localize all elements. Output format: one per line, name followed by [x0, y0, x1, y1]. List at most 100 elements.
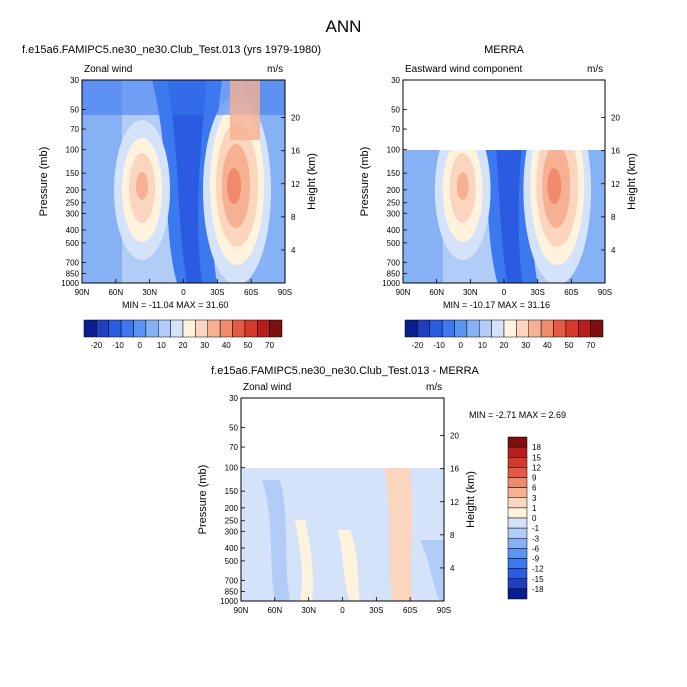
colorbar-swatch: [516, 319, 529, 338]
y2-tick-label: 4: [450, 564, 455, 573]
x-tick-label: 90S: [598, 288, 612, 297]
x-tick-label: 90N: [75, 288, 90, 297]
panel3-title: f.e15a6.FAMIPC5.ne30_ne30.Club_Test.013 …: [211, 365, 479, 377]
y-tick-label: 30: [229, 394, 238, 403]
y-tick-label: 400: [66, 226, 80, 235]
y-tick-label: 100: [225, 464, 239, 473]
panel3-stats: MIN = -2.71 MAX = 2.69: [469, 410, 567, 420]
y2-tick-label: 16: [611, 147, 620, 156]
y-tick-label: 700: [225, 576, 239, 585]
colorbar-swatch: [133, 319, 147, 338]
y-tick-label: 1000: [220, 597, 238, 606]
y-tick-label: 150: [66, 169, 80, 178]
colorbar-swatch: [441, 319, 455, 338]
y-tick-label: 300: [225, 527, 239, 536]
y-tick-label: 200: [225, 504, 239, 513]
colorbar-label: 18: [532, 443, 541, 452]
colorbar-label: -15: [532, 575, 544, 584]
y2-tick-label: 4: [611, 246, 616, 255]
colorbar-label: 40: [543, 341, 552, 350]
colorbar-label: -20: [412, 341, 424, 350]
y-tick-label: 200: [66, 186, 80, 195]
colorbar-label: -10: [433, 341, 445, 350]
colorbar-swatch: [507, 578, 528, 590]
colorbar-swatch: [507, 527, 528, 539]
colorbar-label: 0: [137, 341, 142, 350]
x-tick-label: 90N: [396, 288, 411, 297]
colorbar-swatch: [108, 319, 122, 338]
colorbar-label: -20: [91, 341, 103, 350]
colorbar-label: 30: [521, 341, 530, 350]
colorbar-swatch: [182, 319, 196, 338]
x-tick-label: 0: [181, 288, 186, 297]
y2-tick-label: 20: [450, 432, 459, 441]
y-tick-label: 400: [387, 226, 401, 235]
y-tick-label: 850: [387, 270, 401, 279]
colorbar-swatch: [540, 319, 554, 338]
colorbar-label: -12: [532, 565, 544, 574]
colorbar-swatch: [507, 477, 528, 488]
colorbar-label: 3: [532, 494, 537, 503]
colorbar-swatch: [507, 568, 528, 579]
y-tick-label: 50: [70, 106, 79, 115]
colorbar-label: -10: [112, 341, 124, 350]
y-tick-label: 850: [66, 270, 80, 279]
y-tick-label: 300: [387, 209, 401, 218]
y-tick-label: 150: [387, 169, 401, 178]
y-tick-label: 200: [387, 186, 401, 195]
colorbar-swatch: [207, 319, 221, 338]
y2-axis-title: Height (km): [465, 471, 477, 528]
y2-axis-title: Height (km): [306, 153, 318, 210]
colorbar-swatch: [578, 319, 591, 338]
colorbar-swatch: [145, 319, 159, 338]
colorbar-swatch: [528, 319, 542, 338]
x-tick-label: 0: [502, 288, 507, 297]
colorbar-swatch: [195, 319, 208, 338]
colorbar-panel1: -20 -10 0 10 20 30 40 50 70: [83, 319, 283, 350]
x-tick-label: 90S: [278, 288, 292, 297]
y-tick-label: 30: [70, 76, 79, 85]
y-tick-label: 500: [387, 239, 401, 248]
y-tick-label: 500: [225, 557, 239, 566]
colorbar-swatch: [491, 319, 505, 338]
panel1-field: [82, 80, 285, 283]
x-tick-label: 60S: [403, 606, 417, 615]
colorbar-label: 70: [265, 341, 274, 350]
colorbar-swatch: [507, 588, 528, 600]
y-tick-label: 30: [391, 76, 400, 85]
colorbar-swatch: [507, 548, 528, 559]
y2-axis-title: Height (km): [626, 153, 638, 210]
panel2-title: MERRA: [484, 44, 524, 56]
colorbar-label: 12: [532, 463, 541, 472]
colorbar-swatch: [503, 319, 517, 338]
colorbar-swatch: [454, 319, 468, 338]
panel3-plot: [240, 397, 445, 602]
x-tick-label: 30S: [369, 606, 383, 615]
colorbar-swatch: [507, 467, 528, 478]
x-tick-label: 30N: [301, 606, 316, 615]
colorbar-swatch: [507, 446, 528, 458]
y2-tick-label: 8: [450, 531, 455, 540]
x-tick-label: 30N: [463, 288, 478, 297]
colorbar-swatch: [553, 319, 567, 338]
colorbar-panel2: -20 -10 0 10 20 30 40 50 70: [404, 319, 604, 350]
y-axis-title: Pressure (mb): [359, 147, 371, 217]
colorbar-label: -6: [532, 544, 540, 553]
panel3-field: [241, 468, 444, 601]
panel2-variable-label: Eastward wind component: [405, 64, 523, 75]
y2-tick-label: 4: [291, 246, 296, 255]
colorbar-label: 0: [532, 514, 537, 523]
colorbar-label: 50: [244, 341, 253, 350]
colorbar-swatch: [120, 319, 134, 338]
y2-tick-label: 20: [611, 114, 620, 123]
y-tick-label: 100: [387, 146, 401, 155]
colorbar-swatch: [429, 319, 443, 338]
colorbar-label: -18: [532, 585, 544, 594]
y2-tick-label: 8: [291, 213, 296, 222]
x-tick-label: 60N: [267, 606, 282, 615]
y-tick-label: 1000: [61, 279, 79, 288]
colorbar-label: -9: [532, 555, 540, 564]
y2-tick-label: 20: [291, 114, 300, 123]
x-tick-label: 30S: [531, 288, 545, 297]
